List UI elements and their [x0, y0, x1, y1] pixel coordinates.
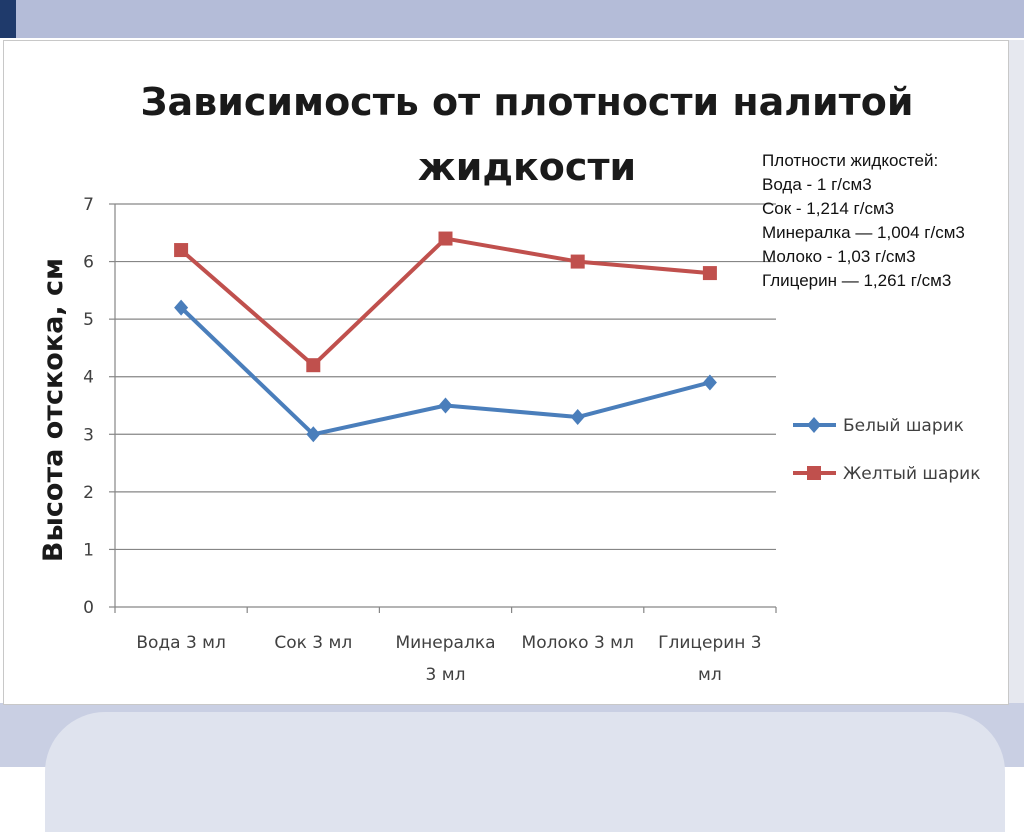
x-category-label: Вода 3 мл [136, 633, 226, 653]
x-category-label: 3 мл [426, 665, 466, 685]
y-axis-label-group: Высота отскока, см [38, 258, 69, 562]
data-point [702, 374, 717, 391]
y-axis-label: Высота отскока, см [38, 258, 69, 562]
y-tick-label: 3 [83, 425, 94, 445]
slide-canvas [3, 40, 1009, 705]
y-tick-label: 6 [83, 253, 94, 273]
slide-right-edge [1008, 40, 1024, 703]
x-category-label: Сок 3 мл [274, 633, 352, 653]
y-tick-label: 0 [83, 598, 94, 618]
density-note-line: Сок - 1,214 г/см3 [762, 199, 895, 218]
x-category-label: Молоко 3 мл [522, 633, 634, 653]
line-chart: Зависимость от плотности налитой жидкости… [38, 80, 981, 685]
data-point [570, 409, 585, 426]
y-tick-label: 7 [83, 195, 94, 215]
series-2 [174, 231, 717, 373]
x-category-labels: Вода 3 мл Сок 3 мл Минералка 3 мл Молоко 3 м… [136, 633, 761, 685]
density-note-line: Вода - 1 г/см3 [762, 175, 872, 194]
chart-legend: Белый шарик Желтый шарик [793, 416, 981, 484]
density-note-line: Молоко - 1,03 г/см3 [762, 247, 916, 266]
chart-title: Зависимость от плотности налитой жидкости [141, 80, 914, 189]
chart-title-line: Зависимость от плотности налитой [141, 80, 914, 124]
data-point [306, 358, 321, 373]
density-note-heading: Плотности жидкостей: [762, 151, 939, 170]
y-tick-labels: 0 1 2 3 4 5 6 7 [83, 195, 94, 618]
series-line [179, 236, 711, 368]
chart-grid [109, 203, 777, 613]
data-point [438, 231, 453, 246]
chart-title-line: жидкости [418, 145, 636, 189]
data-point [174, 243, 189, 258]
data-point [702, 266, 717, 281]
x-category-label: мл [698, 665, 722, 685]
data-point [306, 426, 321, 443]
legend-label: Желтый шарик [843, 464, 981, 484]
header-accent [0, 0, 16, 38]
x-category-label: Минералка [395, 633, 495, 653]
density-note-line: Глицерин — 1,261 г/см3 [762, 271, 952, 290]
x-category-label: Глицерин 3 [658, 633, 762, 653]
series-1 [174, 299, 717, 443]
y-tick-label: 5 [83, 310, 94, 330]
data-point [174, 299, 189, 316]
y-tick-label: 1 [83, 540, 94, 560]
legend-marker [807, 417, 821, 433]
y-tick-label: 4 [83, 368, 94, 388]
density-note: Плотности жидкостей: Вода - 1 г/см3 Сок … [762, 149, 1024, 293]
data-point [570, 254, 585, 269]
legend-marker [807, 466, 821, 480]
chart-series [174, 231, 717, 443]
legend-label: Белый шарик [843, 416, 964, 436]
series-line [179, 306, 711, 437]
density-note-line: Минералка — 1,004 г/см3 [762, 223, 965, 242]
data-point [438, 397, 453, 414]
y-tick-label: 2 [83, 483, 94, 503]
header-band [0, 0, 1024, 38]
